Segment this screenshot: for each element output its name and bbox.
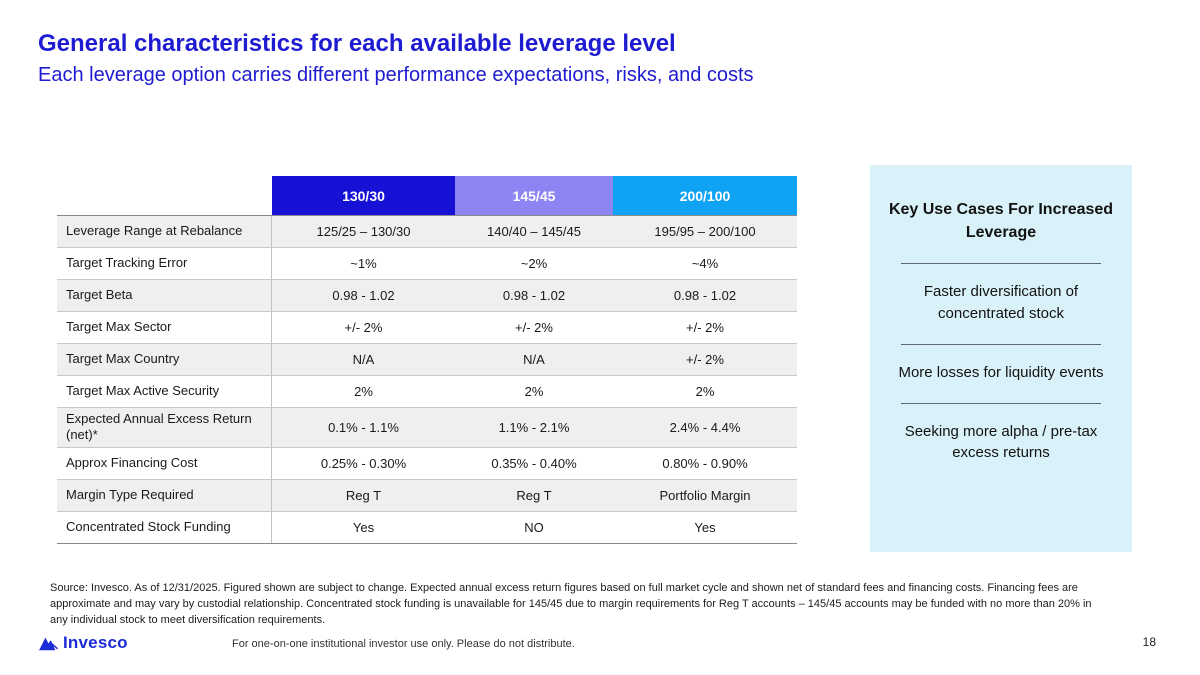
table-cell: 0.25% - 0.30%: [320, 455, 407, 471]
column-header-145-45: 145/45: [455, 176, 613, 215]
table-cell: 0.98 - 1.02: [332, 288, 395, 303]
table-cell: ~4%: [691, 256, 719, 271]
row-label: Target Max Sector: [57, 312, 272, 343]
table-cell: 2%: [354, 384, 373, 399]
table-cell: 140/40 – 145/45: [487, 224, 581, 239]
table-cell: 2%: [695, 384, 715, 399]
row-label: Leverage Range at Rebalance: [57, 216, 272, 247]
table-corner-cell: [57, 176, 272, 215]
table-cell: 2%: [524, 384, 544, 399]
table-cell: ~2%: [520, 256, 548, 271]
table-cell: 0.35% - 0.40%: [491, 455, 577, 471]
table-row: Margin Type Required Reg T Reg T Portfol…: [57, 478, 797, 511]
table-row: Target Max Active Security 2% 2% 2%: [57, 375, 797, 407]
table-cell: Yes: [352, 519, 375, 535]
table-cell: N/A: [352, 352, 375, 367]
table-cell: Portfolio Margin: [659, 487, 751, 503]
mountain-icon: [38, 634, 60, 652]
panel-divider: [901, 343, 1101, 345]
row-label: Margin Type Required: [57, 479, 272, 511]
panel-divider: [901, 402, 1101, 404]
panel-item: More losses for liquidity events: [898, 363, 1104, 381]
table-cell: NO: [524, 519, 544, 535]
table-cell: 0.98 - 1.02: [502, 288, 566, 303]
leverage-characteristics-table: 130/30 145/45 200/100 Leverage Range at …: [57, 176, 797, 544]
table-row: Target Max Sector +/- 2% +/- 2% +/- 2%: [57, 311, 797, 343]
table-cell: 0.98 - 1.02: [673, 288, 737, 303]
table-cell: Reg T: [516, 487, 552, 503]
table-row: Concentrated Stock Funding Yes NO Yes: [57, 510, 797, 543]
table-cell: +/- 2%: [515, 320, 553, 335]
table-row: Target Max Country N/A N/A +/- 2%: [57, 343, 797, 375]
row-label: Target Max Country: [57, 344, 272, 375]
table-body: Leverage Range at Rebalance 125/25 – 130…: [57, 215, 797, 544]
page-title: General characteristics for each availab…: [38, 30, 676, 57]
table-cell: +/- 2%: [344, 320, 383, 335]
table-cell: N/A: [523, 352, 545, 367]
table-cell: ~1%: [350, 256, 377, 271]
page-number: 18: [1142, 635, 1156, 649]
footer-disclaimer: For one-on-one institutional investor us…: [232, 638, 575, 650]
column-header-200-100: 200/100: [613, 176, 797, 215]
slide-header: General characteristics for each availab…: [38, 30, 1138, 87]
table-cell: 1.1% - 2.1%: [498, 419, 570, 435]
table-row: Leverage Range at Rebalance 125/25 – 130…: [57, 216, 797, 247]
table-cell: +/- 2%: [686, 320, 724, 335]
footnote: Source: Invesco. As of 12/31/2025. Figur…: [50, 582, 1092, 626]
table-cell: 0.80% - 0.90%: [662, 455, 748, 471]
row-label: Expected Annual Excess Return (net)*: [57, 408, 272, 447]
panel-item: Seeking more alpha / pre-tax excess retu…: [904, 422, 1098, 462]
row-label: Target Beta: [57, 280, 272, 311]
column-header-130-30: 130/30: [272, 176, 455, 215]
panel-item: Faster diversification of concentrated s…: [923, 283, 1079, 323]
table-cell: 0.1% - 1.1%: [328, 419, 399, 435]
key-use-cases-panel: Key Use Cases For Increased Leverage Fas…: [870, 165, 1132, 552]
table-row: Target Beta 0.98 - 1.02 0.98 - 1.02 0.98…: [57, 279, 797, 311]
table-row: Approx Financing Cost 0.25% - 0.30% 0.35…: [57, 446, 797, 479]
row-label: Concentrated Stock Funding: [57, 511, 272, 543]
table-row: Expected Annual Excess Return (net)* 0.1…: [57, 407, 797, 447]
row-label: Target Max Active Security: [57, 376, 272, 407]
row-label: Target Tracking Error: [57, 248, 272, 279]
invesco-logo: Invesco: [38, 633, 128, 653]
logo-text: Invesco: [63, 633, 128, 652]
table-row: Target Tracking Error ~1% ~2% ~4%: [57, 247, 797, 279]
table-cell: 2.4% - 4.4%: [669, 419, 741, 435]
table-cell: Yes: [694, 519, 716, 535]
table-cell: 125/25 – 130/30: [316, 224, 411, 239]
panel-divider: [901, 263, 1101, 265]
table-cell: Reg T: [345, 487, 382, 503]
table-cell: 195/95 – 200/100: [654, 224, 756, 239]
panel-title: Key Use Cases For Increased Leverage: [888, 201, 1114, 242]
table-cell: +/- 2%: [686, 352, 724, 367]
row-label: Approx Financing Cost: [57, 447, 272, 479]
table-header-row: 130/30 145/45 200/100: [57, 176, 797, 215]
page-subtitle: Each leverage option carries different p…: [38, 63, 754, 86]
